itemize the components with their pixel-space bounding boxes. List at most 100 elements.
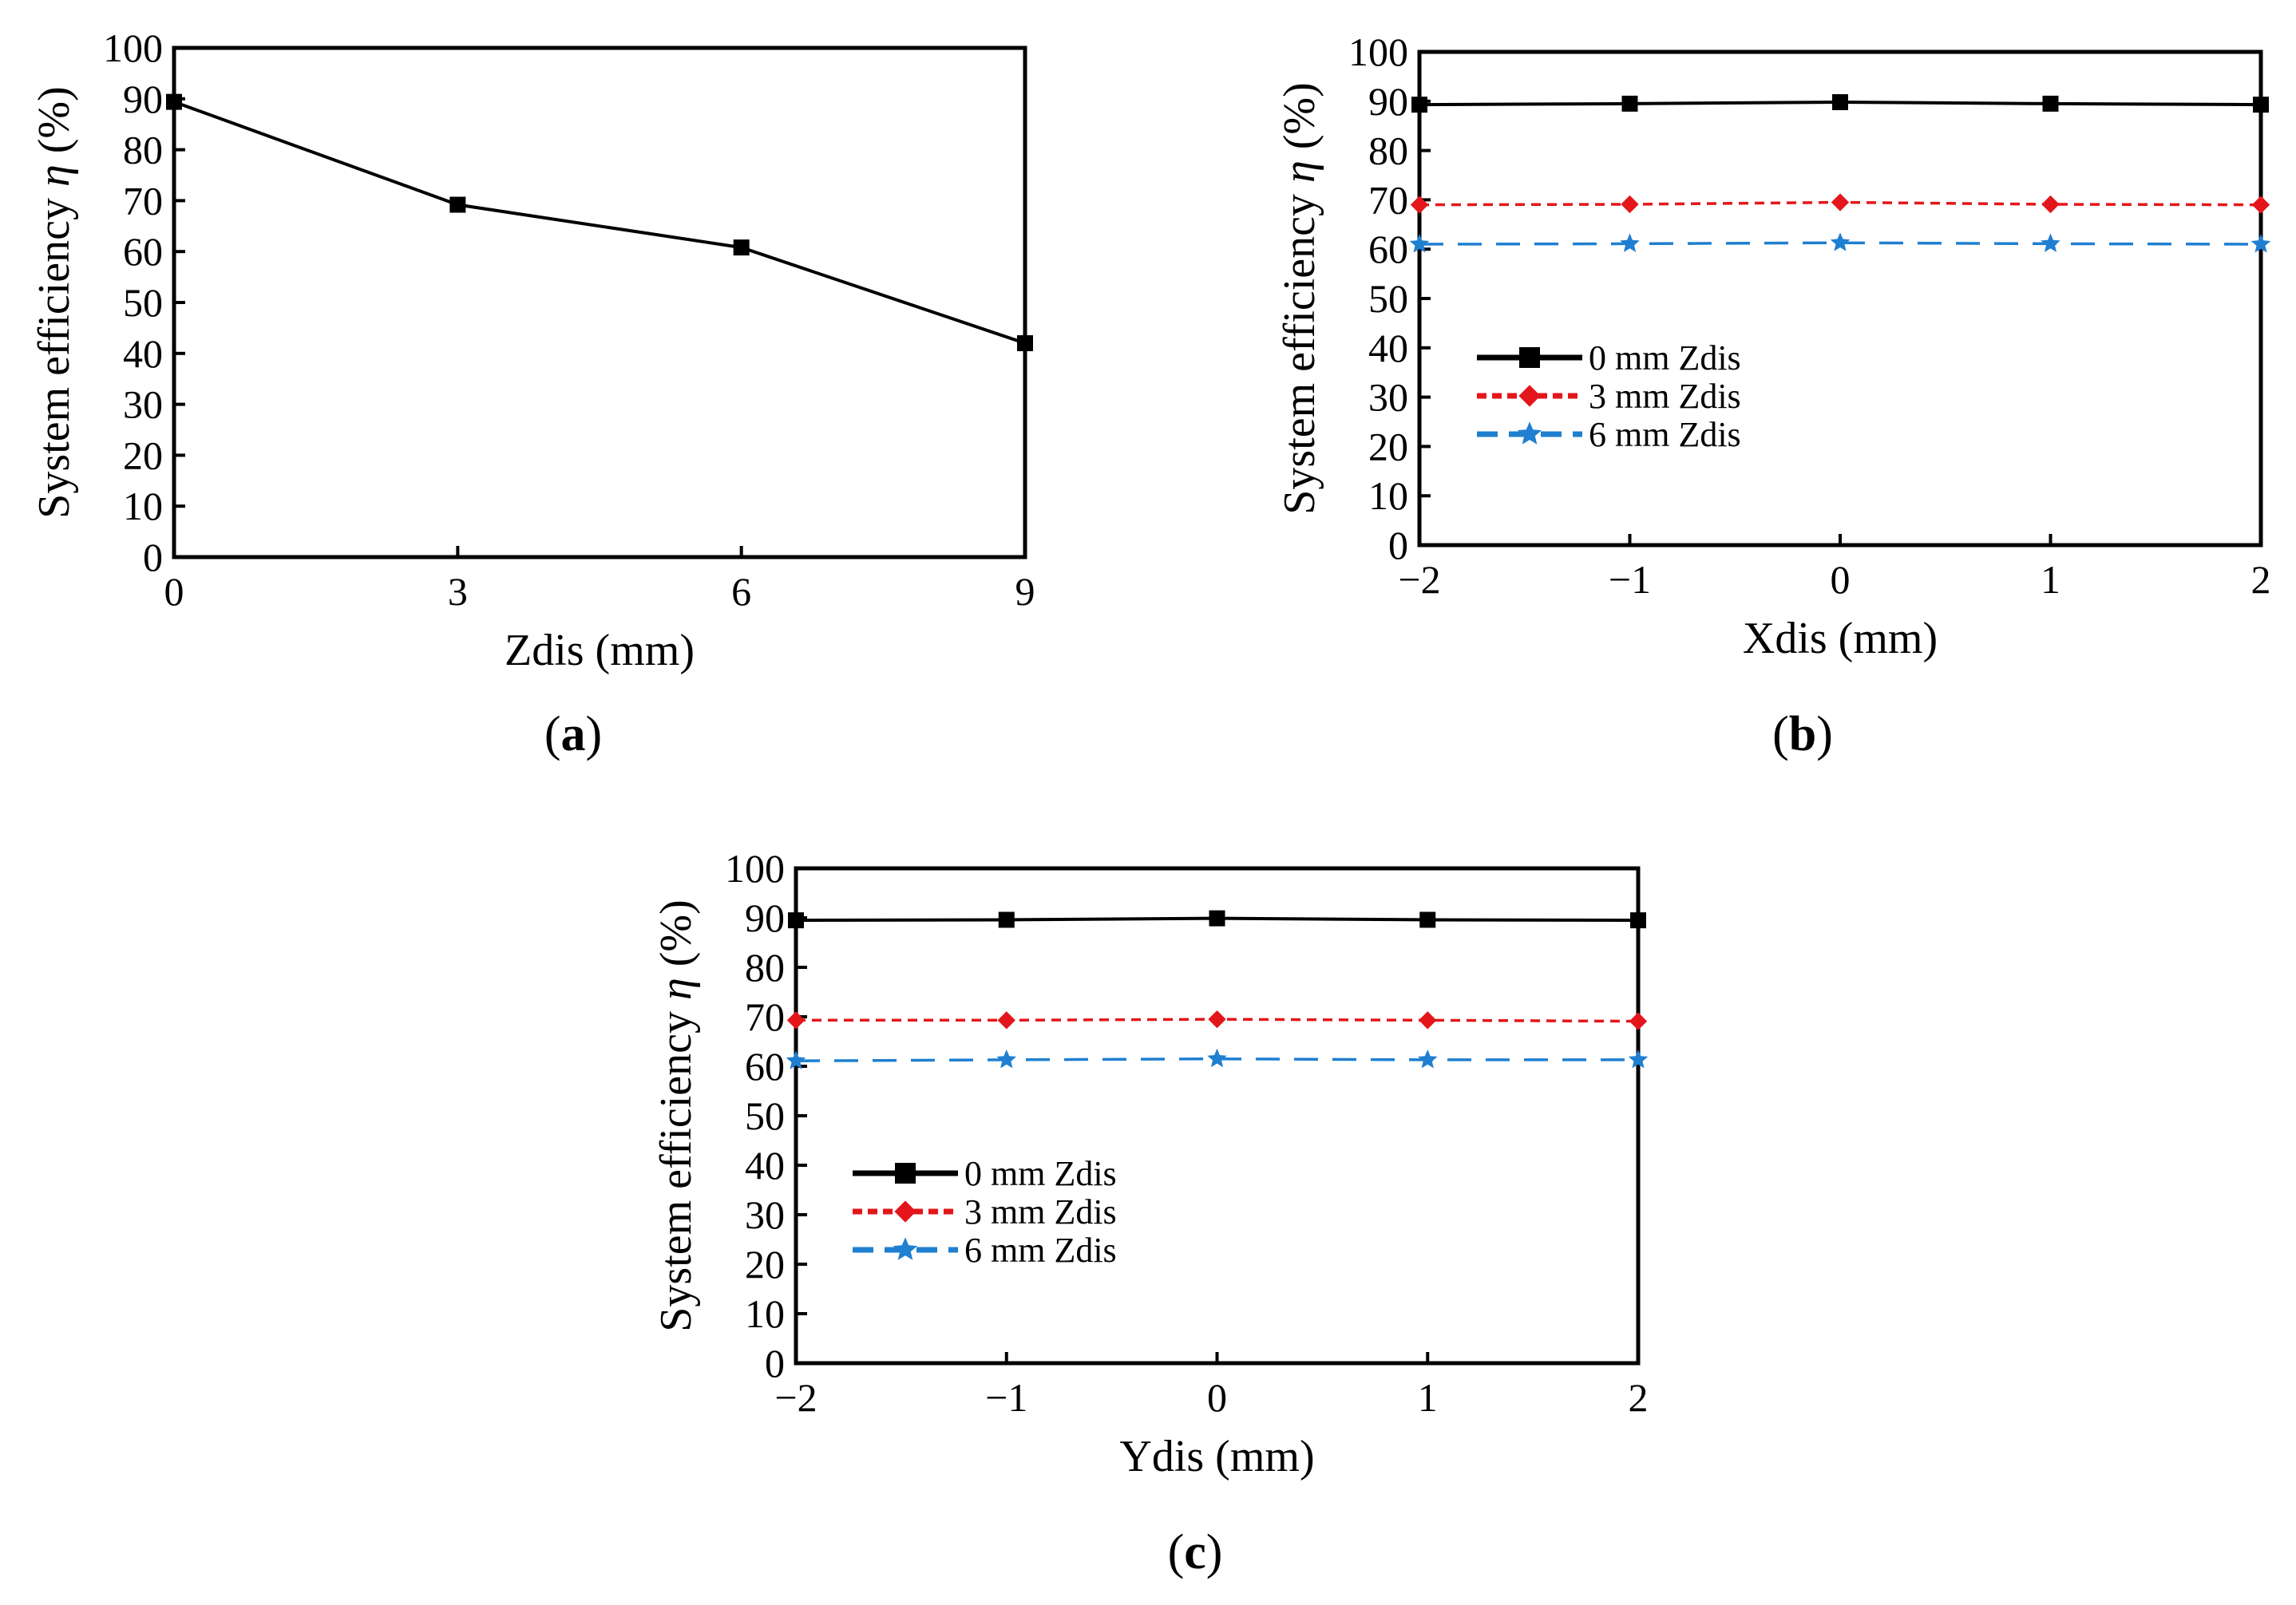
data-point-series-1 [1411,97,1427,113]
y-tick-label: 100 [103,26,163,70]
y-tick-label: 30 [745,1192,785,1237]
y-tick-label: 20 [1368,424,1408,468]
data-point-series-2 [1410,196,1429,214]
data-point-series-2 [1831,193,1850,211]
y-tick-label: 90 [1368,79,1408,124]
data-point-series-1 [998,911,1015,928]
data-point-series-3 [1207,1048,1227,1068]
data-point-series-1 [733,239,750,256]
y-axis-title-symbol: η [30,164,79,187]
y-tick-label: 30 [123,382,163,427]
series-line-1 [173,100,1026,345]
series-line-3 [1419,241,2262,246]
y-tick-label: 10 [745,1291,785,1336]
y-axis-title-text: System efficiency [1275,183,1324,515]
data-point-series-3 [2250,234,2271,253]
y-tick-label: 0 [1388,523,1408,567]
x-tick-label: 9 [1015,569,1035,614]
data-point-series-1 [1630,912,1646,929]
legend-marker [1518,385,1541,407]
x-axis-title: Zdis (mm) [505,626,695,675]
data-point-series-3 [1620,233,1640,252]
legend-label: 0 mm Zdis [964,1154,1117,1193]
x-tick-label: 0 [164,569,184,614]
data-point-series-2 [1629,1012,1648,1030]
legend-label: 6 mm Zdis [1589,415,1741,454]
x-tick-label: 2 [1629,1375,1649,1420]
y-tick-label: 10 [1368,473,1408,518]
data-point-series-1 [449,196,466,213]
y-tick-label: 90 [745,895,785,940]
data-point-series-2 [786,1011,806,1030]
y-axis-title-text: System efficiency [30,187,79,519]
data-point-series-3 [1628,1050,1649,1069]
x-tick-label: 0 [1207,1375,1227,1420]
x-axis-title: Xdis (mm) [1743,614,1938,663]
y-axis-title-symbol: η [651,978,701,1000]
y-tick-label: 20 [123,433,163,477]
y-tick-label: 70 [1368,177,1408,222]
y-tick-label: 100 [1348,30,1408,74]
x-tick-label: −1 [1609,557,1651,602]
x-tick-label: −1 [985,1375,1027,1420]
y-tick-label: 80 [123,128,163,172]
x-tick-label: 1 [2041,557,2060,602]
x-tick-label: 1 [1418,1375,1438,1420]
y-tick-label: 60 [123,229,163,274]
x-tick-label: −2 [1398,557,1440,602]
legend-marker [1519,347,1540,368]
y-tick-label: 40 [745,1143,785,1188]
y-tick-label: 50 [123,280,163,325]
y-axis-title-symbol: η [1275,160,1324,183]
series-line-3 [795,1057,1638,1062]
panel-label-c: (c) [1168,1525,1223,1579]
legend-marker [894,1200,916,1223]
y-tick-label: 60 [1368,227,1408,271]
legend-marker [893,1237,918,1260]
data-point-series-2 [997,1011,1015,1030]
y-tick-label: 50 [1368,276,1408,321]
x-tick-label: −2 [774,1375,817,1420]
legend-label: 0 mm Zdis [1589,338,1741,378]
y-axis-title: System efficiency η (%) [30,86,79,518]
data-point-series-1 [1621,95,1638,112]
legend-marker [1517,421,1542,445]
data-point-series-2 [2251,196,2270,214]
y-tick-label: 0 [143,535,163,579]
data-point-series-1 [1832,94,1848,111]
data-point-series-1 [2253,97,2269,113]
y-tick-label: 30 [1368,375,1408,420]
data-point-series-3 [1417,1050,1438,1069]
data-point-series-2 [2041,195,2060,214]
y-tick-label: 50 [745,1093,785,1138]
data-point-series-2 [1419,1011,1437,1030]
y-tick-label: 20 [745,1242,785,1287]
data-point-series-3 [2041,233,2060,252]
y-tick-label: 80 [745,945,785,990]
legend-marker [895,1163,916,1184]
panel-label-a: (a) [544,707,602,761]
data-point-series-3 [996,1050,1017,1069]
data-point-series-2 [1621,195,1639,214]
y-tick-label: 90 [123,77,163,121]
data-point-series-1 [1209,910,1225,927]
panel-label-b: (b) [1772,707,1833,761]
data-point-series-3 [786,1050,806,1069]
x-tick-label: 3 [448,569,468,614]
x-axis-title: Ydis (mm) [1119,1432,1314,1481]
legend-label: 3 mm Zdis [964,1192,1117,1231]
legend-label: 6 mm Zdis [964,1231,1117,1270]
y-tick-label: 100 [725,846,785,891]
data-point-series-3 [1830,232,1851,251]
y-axis-title: System efficiency η (%) [1275,82,1324,514]
plot-frame [172,45,1027,559]
x-tick-label: 6 [731,569,751,614]
y-tick-label: 10 [123,484,163,528]
plot-frame [794,866,1641,1366]
